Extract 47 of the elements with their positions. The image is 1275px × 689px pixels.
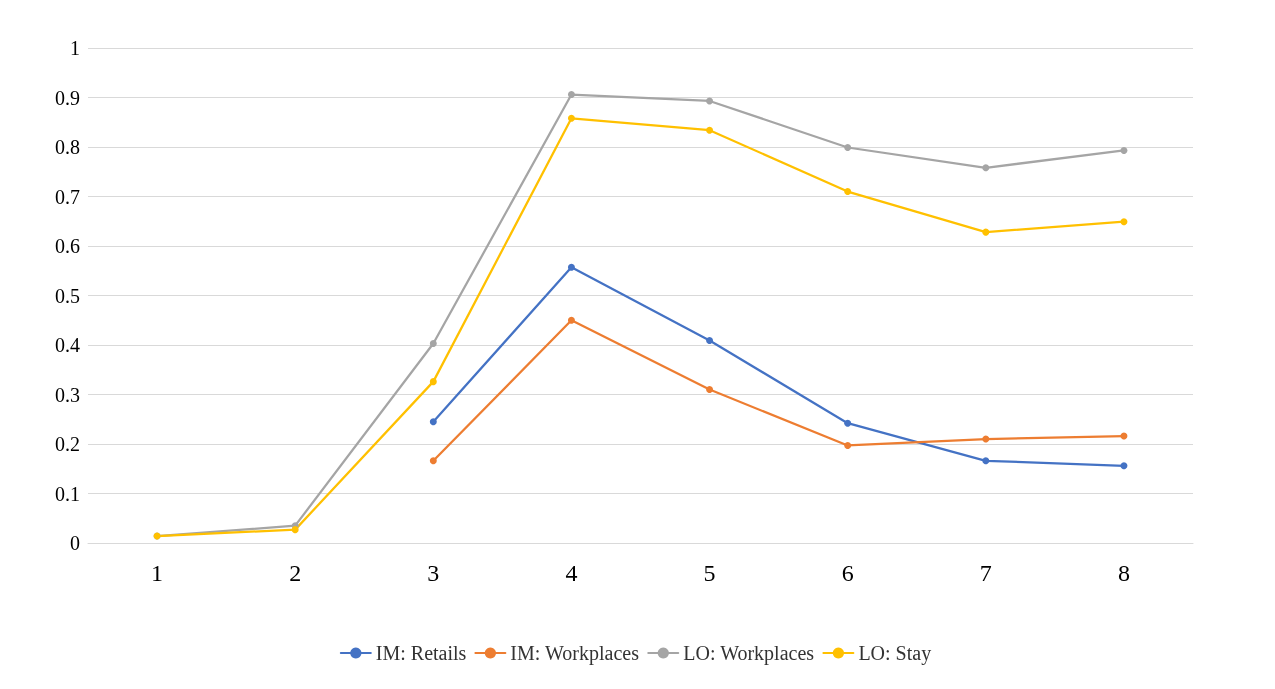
y-tick-label: 0.7 <box>55 185 80 208</box>
legend-label: LO: Workplaces <box>683 642 815 665</box>
y-tick-label: 0.2 <box>55 433 80 455</box>
y-tick-label: 1 <box>70 37 80 59</box>
point <box>1120 218 1128 226</box>
y-tick-label: 0.4 <box>55 334 80 356</box>
point <box>429 340 437 348</box>
point <box>291 526 299 534</box>
x-tick-label: 8 <box>1117 560 1130 586</box>
x-tick-label: 3 <box>427 560 440 586</box>
point <box>982 164 990 172</box>
y-tick-label: 0.1 <box>55 482 80 505</box>
y-tick-label: 0.8 <box>55 136 80 158</box>
point <box>844 188 852 196</box>
y-tick-label: 0.3 <box>55 383 80 406</box>
point <box>706 97 714 105</box>
point <box>567 316 575 324</box>
point <box>706 386 714 394</box>
x-tick-label: 6 <box>841 560 854 586</box>
x-tick-label: 7 <box>979 560 992 586</box>
x-tick-label: 5 <box>703 560 716 586</box>
point <box>982 228 990 236</box>
point <box>844 419 852 427</box>
point <box>429 418 437 426</box>
point <box>429 457 437 465</box>
y-tick-label: 0 <box>70 532 80 554</box>
x-tick-label: 4 <box>565 560 578 586</box>
point <box>706 126 714 134</box>
point <box>567 91 575 99</box>
point <box>982 435 990 443</box>
point <box>706 337 714 345</box>
legend-label: IM: Retails <box>375 642 467 664</box>
x-tick-label: 1 <box>151 560 164 586</box>
point <box>1120 146 1128 154</box>
point <box>429 378 437 386</box>
point <box>567 263 575 271</box>
legend-label: LO: Stay <box>858 642 932 665</box>
y-tick-label: 0.9 <box>55 86 80 109</box>
point <box>844 441 852 449</box>
legend-label: IM: Workplaces <box>510 642 640 665</box>
point <box>1120 462 1128 470</box>
point <box>982 457 990 465</box>
point <box>844 144 852 151</box>
point <box>567 114 575 122</box>
x-tick-label: 2 <box>289 560 302 586</box>
y-tick-label: 0.6 <box>55 235 80 257</box>
y-tick-label: 0.5 <box>55 284 80 307</box>
